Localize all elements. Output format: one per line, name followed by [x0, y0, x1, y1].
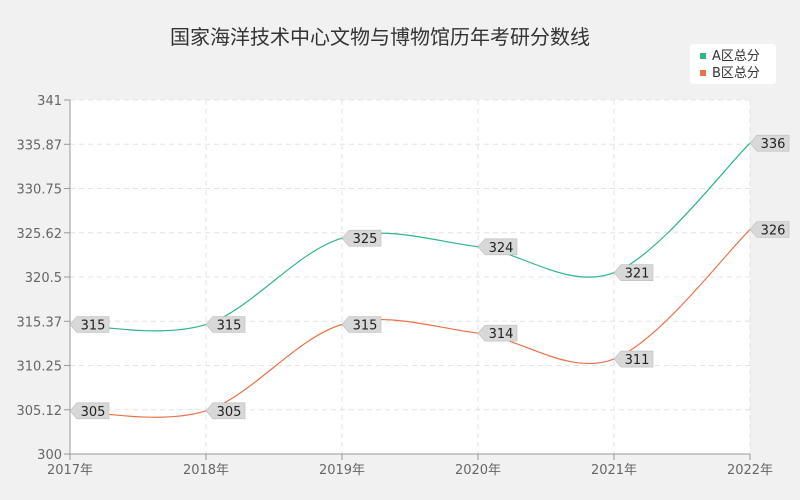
- x-tick-label: 2017年: [47, 463, 93, 478]
- data-label-text: 336: [761, 137, 786, 152]
- legend-label-b: B区总分: [712, 66, 760, 81]
- y-tick-label: 325.62: [17, 227, 63, 242]
- y-tick-label: 320.5: [25, 271, 62, 286]
- data-label-text: 315: [81, 318, 106, 333]
- data-label-tag: [477, 238, 518, 256]
- data-label-text: 315: [353, 318, 378, 333]
- data-labels: 315 315 325 324 321 336 305 305 315 314 311 326: [69, 134, 790, 420]
- series: [69, 142, 751, 418]
- series-line-b: [69, 229, 751, 418]
- data-label: 314: [477, 324, 518, 342]
- data-label-text: 326: [761, 224, 786, 239]
- data-label-text: 321: [625, 267, 650, 282]
- y-tick-label: 315.37: [17, 315, 63, 330]
- legend-item-a[interactable]: A区总分: [700, 49, 760, 64]
- x-tick-label: 2018年: [183, 463, 229, 478]
- data-label: 321: [613, 264, 654, 282]
- y-tick-label: 305.12: [17, 404, 63, 419]
- legend: A区总分 B区总分: [690, 44, 776, 84]
- x-tick-label: 2022年: [727, 463, 773, 478]
- data-label-tag: [613, 264, 654, 281]
- data-label: 315: [205, 316, 246, 333]
- series-line-a: [69, 142, 751, 332]
- y-tick-label: 310.25: [17, 360, 63, 375]
- data-label-text: 305: [81, 405, 106, 420]
- data-label-tag: [477, 324, 518, 342]
- data-label-text: 311: [625, 353, 650, 368]
- y-tick-label: 330.75: [17, 183, 63, 198]
- legend-item-b[interactable]: B区总分: [700, 66, 760, 81]
- legend-swatch-a: [700, 53, 706, 59]
- data-label-tag: [69, 402, 110, 420]
- data-label: 326: [749, 221, 790, 239]
- data-label-tag: [69, 316, 110, 333]
- data-label: 305: [69, 402, 110, 420]
- data-label: 325: [341, 229, 382, 247]
- y-tick-label: 335.87: [17, 138, 63, 153]
- data-label: 315: [341, 316, 382, 333]
- data-label-text: 325: [353, 232, 378, 247]
- data-label-text: 315: [217, 318, 242, 333]
- data-label: 311: [613, 350, 654, 368]
- axes: 300 305.12 310.25 315.37 320.5 325.62 330.75 33…: [17, 94, 774, 478]
- data-label-tag: [613, 350, 654, 368]
- data-label: 315: [69, 316, 110, 333]
- data-label-tag: [205, 402, 246, 420]
- legend-box: [690, 44, 776, 84]
- data-label-text: 305: [217, 405, 242, 420]
- x-tick-label: 2019年: [319, 463, 365, 478]
- y-tick-label: 300: [37, 448, 62, 463]
- data-label-tag: [341, 229, 382, 247]
- grid: [70, 99, 751, 454]
- y-tick-label: 341: [37, 94, 62, 109]
- data-label-tag: [205, 316, 246, 333]
- x-tick-label: 2020年: [455, 463, 501, 478]
- chart-title: 国家海洋技术中心文物与博物馆历年考研分数线: [170, 25, 590, 49]
- data-label-tag: [341, 316, 382, 333]
- legend-swatch-b: [700, 70, 706, 76]
- data-label-text: 314: [489, 327, 514, 342]
- legend-label-a: A区总分: [712, 49, 760, 64]
- data-label: 336: [749, 134, 790, 152]
- data-label-tag: [749, 221, 790, 238]
- data-label-text: 324: [489, 241, 514, 256]
- x-tick-label: 2021年: [591, 463, 637, 478]
- data-label-tag: [749, 134, 790, 152]
- data-label: 305: [205, 402, 246, 420]
- data-label: 324: [477, 238, 518, 256]
